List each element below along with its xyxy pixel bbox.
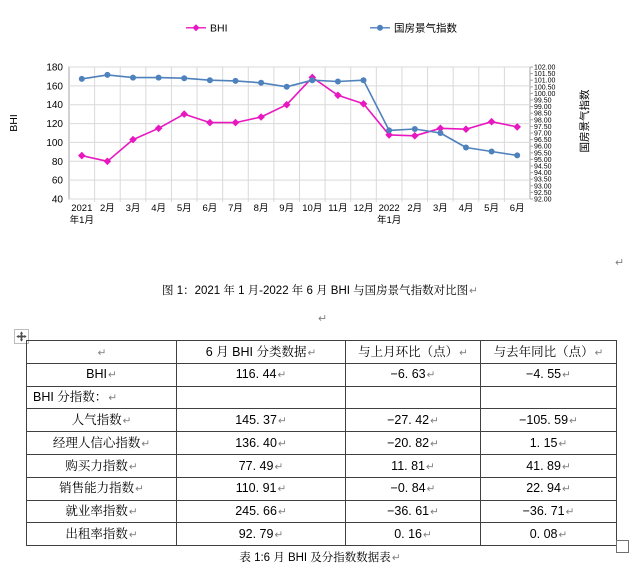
svg-text:10月: 10月 [302,203,322,214]
svg-text:100: 100 [46,138,63,149]
svg-text:2月: 2月 [100,203,115,214]
svg-text:120: 120 [46,119,63,130]
svg-text:国房景气指数: 国房景气指数 [394,21,457,34]
svg-text:8月: 8月 [254,203,269,214]
svg-text:9月: 9月 [279,203,294,214]
svg-text:180: 180 [46,63,63,74]
svg-text:5月: 5月 [177,203,192,214]
svg-text:140: 140 [46,100,63,111]
svg-text:4月: 4月 [151,203,166,214]
svg-text:年1月: 年1月 [70,214,94,226]
svg-text:年1月: 年1月 [377,214,401,226]
svg-text:60: 60 [52,176,64,187]
svg-text:2022: 2022 [379,203,400,214]
svg-text:3月: 3月 [126,203,141,214]
svg-text:2月: 2月 [407,203,422,214]
svg-text:3月: 3月 [433,203,448,214]
svg-text:6月: 6月 [202,203,217,214]
svg-text:5月: 5月 [484,203,499,214]
svg-text:92.00: 92.00 [534,197,552,204]
svg-text:6月: 6月 [510,203,525,214]
svg-text:2021: 2021 [71,203,92,214]
svg-text:160: 160 [46,81,63,92]
svg-text:7月: 7月 [228,203,243,214]
svg-text:80: 80 [52,157,64,168]
svg-text:11月: 11月 [328,203,347,214]
svg-text:40: 40 [52,195,64,206]
svg-text:BHI: BHI [8,114,20,132]
svg-text:BHI: BHI [210,22,228,34]
svg-text:12月: 12月 [353,203,373,214]
svg-text:国房景气指数: 国房景气指数 [578,89,591,152]
svg-text:4月: 4月 [459,203,474,214]
